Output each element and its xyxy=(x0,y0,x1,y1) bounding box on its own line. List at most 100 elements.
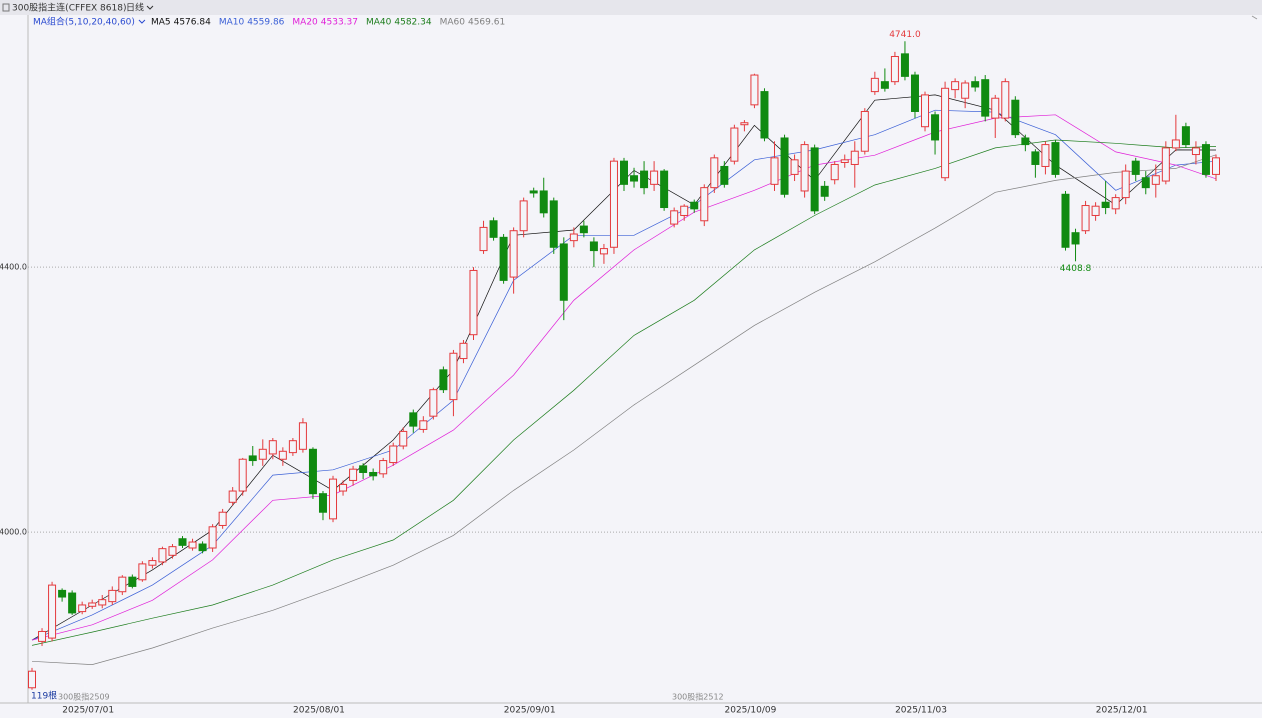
candle-body xyxy=(298,422,307,450)
candle-body xyxy=(860,110,869,152)
candle-body xyxy=(1201,144,1210,175)
candle-body xyxy=(278,450,287,460)
candle-body xyxy=(208,526,217,549)
candle-body xyxy=(1181,126,1190,146)
candle-body xyxy=(810,147,819,212)
y-tick-label: 4000.0 xyxy=(0,528,27,537)
candle-body xyxy=(670,210,679,225)
candle-body xyxy=(660,170,669,209)
legend-group: MA组合(5,10,20,40,60) xyxy=(33,16,135,28)
candle-body xyxy=(78,604,87,613)
candle-body xyxy=(148,560,157,566)
candle-body xyxy=(1212,157,1220,175)
candle-body xyxy=(178,538,187,546)
ma-line xyxy=(31,154,1217,665)
candle-body xyxy=(228,490,237,503)
candle-body xyxy=(1131,160,1140,175)
candle-body xyxy=(449,352,458,401)
candle-body xyxy=(579,225,588,234)
candle-body xyxy=(88,602,97,607)
candle-body xyxy=(108,589,117,603)
candle-body xyxy=(760,91,769,139)
candle-body xyxy=(48,584,57,639)
candle-body xyxy=(780,137,789,195)
candle-body xyxy=(820,185,829,197)
candle-body xyxy=(770,157,779,185)
legend-name: MA40 xyxy=(366,18,392,28)
candle-body xyxy=(389,445,398,464)
candle-body xyxy=(1171,139,1180,149)
candle-body xyxy=(971,81,980,88)
candle-body xyxy=(1061,193,1070,248)
candle-body xyxy=(479,226,488,252)
candle-body xyxy=(409,412,418,427)
candle-body xyxy=(369,471,378,477)
candle-body xyxy=(569,233,578,242)
legend: MA组合(5,10,20,40,60) MA5 4576.84 MA10 4559.86… xyxy=(33,16,505,28)
corner-marker xyxy=(1251,15,1258,20)
candle-body xyxy=(98,599,107,606)
candle-body xyxy=(609,160,618,248)
candle-body xyxy=(339,483,348,492)
candle-body xyxy=(349,468,358,481)
candle-body xyxy=(539,190,548,214)
candle-body xyxy=(931,114,940,141)
candle-body xyxy=(900,53,909,77)
candle-body xyxy=(168,546,177,556)
candle-body xyxy=(158,548,167,563)
candle-body xyxy=(1081,205,1090,232)
legend-name: MA5 xyxy=(151,18,171,28)
candle-body xyxy=(730,127,739,162)
candle-body xyxy=(870,77,879,93)
candle-body xyxy=(1121,170,1130,199)
candle-body xyxy=(640,170,649,189)
candle-body xyxy=(1051,142,1060,175)
period-selector[interactable]: 日线 xyxy=(126,2,144,14)
candle-body xyxy=(1091,205,1100,216)
candle-body xyxy=(620,160,628,185)
y-tick-label: 4400.0 xyxy=(0,263,27,272)
x-tick-label: 2025/12/01 xyxy=(1096,706,1148,716)
legend-chevron xyxy=(138,19,146,24)
candle-body xyxy=(38,630,47,642)
candle-body xyxy=(1071,232,1080,245)
candle-body xyxy=(359,465,368,473)
candle-body xyxy=(519,200,528,232)
candle-body xyxy=(489,220,498,238)
candle-body xyxy=(700,187,709,222)
candle-body xyxy=(499,236,508,281)
candle-body xyxy=(258,448,267,460)
candle-body xyxy=(991,97,1000,119)
candle-body xyxy=(559,243,568,301)
legend-name: MA60 xyxy=(440,18,466,28)
candle-body xyxy=(1011,99,1020,136)
candle-body xyxy=(1191,147,1200,156)
instrument-title[interactable]: 300股指主连(CFFEX 8618) xyxy=(12,2,126,14)
candle-body xyxy=(740,122,749,126)
candle-body xyxy=(308,448,317,495)
candle-body xyxy=(680,205,689,216)
candle-body xyxy=(941,87,950,179)
candle-body xyxy=(68,592,77,614)
candle-body xyxy=(830,163,839,181)
title-icon xyxy=(2,3,10,12)
candle-body xyxy=(599,248,608,255)
candle-body xyxy=(630,175,639,182)
x-tick-label: 2025/09/01 xyxy=(504,706,556,716)
candle-body xyxy=(439,369,448,391)
extreme-label: 4741.0 xyxy=(889,30,921,40)
title-bar xyxy=(0,0,1262,15)
legend-value: 4569.61 xyxy=(468,18,505,28)
candle-body xyxy=(850,150,859,165)
candle-body xyxy=(921,94,930,128)
x-tick-label: 2025/08/01 xyxy=(293,706,345,716)
x-tick-label: 2025/10/09 xyxy=(725,706,777,716)
contract-note: 300股指2509 xyxy=(58,692,110,702)
candle-body xyxy=(529,190,538,194)
candle-body xyxy=(1031,151,1040,165)
candle-body xyxy=(1101,201,1110,209)
legend-value: 4533.37 xyxy=(321,18,358,28)
period-chevron[interactable] xyxy=(146,5,154,10)
candle-body xyxy=(459,342,468,360)
